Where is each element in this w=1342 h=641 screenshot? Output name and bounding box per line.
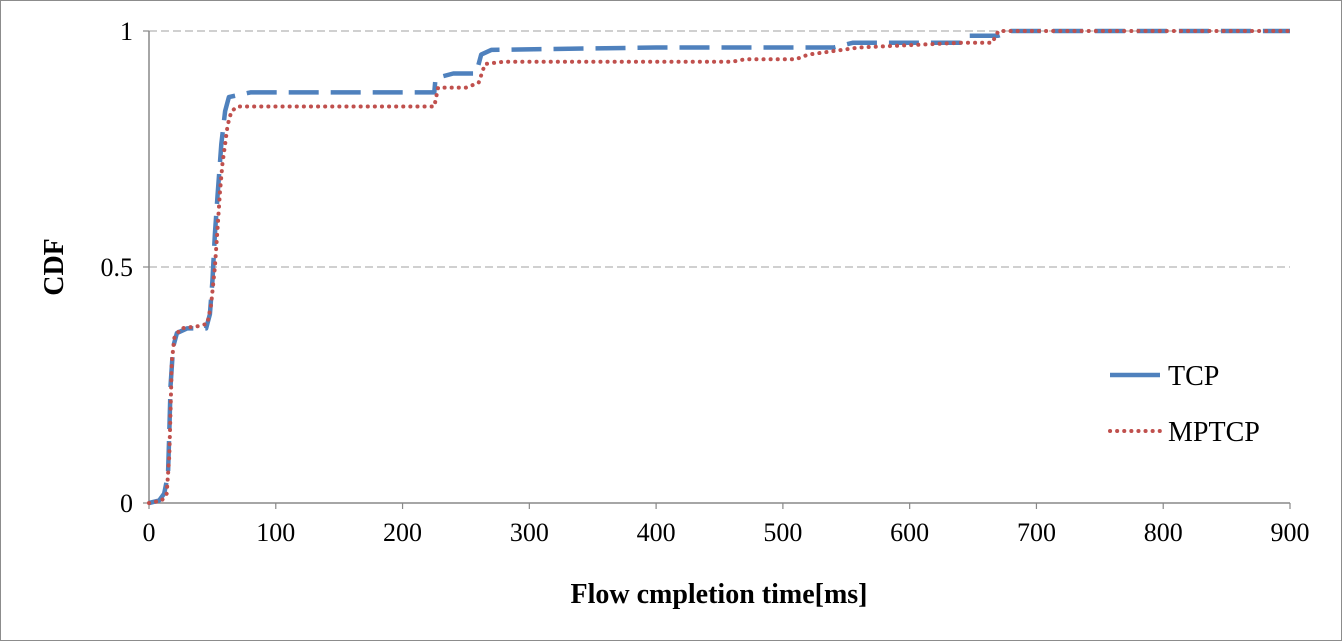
x-tick-label: 500 bbox=[763, 518, 802, 547]
x-tick-label: 900 bbox=[1271, 518, 1310, 547]
x-tick-label: 700 bbox=[1017, 518, 1056, 547]
series-lines bbox=[147, 28, 1292, 506]
x-tick-label: 600 bbox=[890, 518, 929, 547]
x-tick-label: 400 bbox=[637, 518, 676, 547]
gridlines bbox=[149, 30, 1290, 268]
y-axis-title: CDF bbox=[39, 238, 70, 296]
x-tick-label: 800 bbox=[1144, 518, 1183, 547]
y-ticks: 00.51 bbox=[101, 17, 149, 518]
legend-label-mptcp: MPTCP bbox=[1168, 417, 1260, 448]
y-tick-label: 0.5 bbox=[101, 253, 134, 282]
x-ticks: 0 100 200 300 400 500 600 700 800 900 bbox=[143, 503, 1310, 547]
legend: TCP MPTCP bbox=[1108, 361, 1260, 448]
x-tick-label: 300 bbox=[510, 518, 549, 547]
y-tick-label: 1 bbox=[120, 17, 133, 46]
x-tick-label: 0 bbox=[143, 518, 156, 547]
legend-label-tcp: TCP bbox=[1168, 361, 1219, 392]
x-tick-label: 200 bbox=[383, 518, 422, 547]
x-tick-label: 100 bbox=[256, 518, 295, 547]
y-tick-label: 0 bbox=[120, 489, 133, 518]
x-axis-title: Flow cmpletion time[ms] bbox=[570, 579, 867, 610]
